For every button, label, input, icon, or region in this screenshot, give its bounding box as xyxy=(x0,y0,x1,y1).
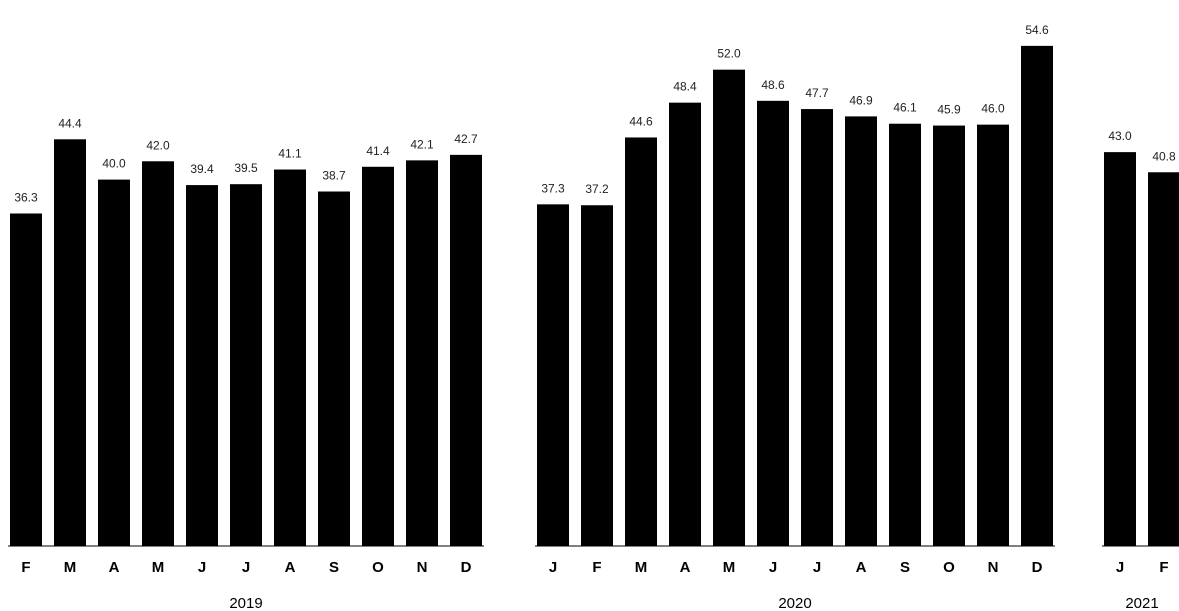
month-tick-2021-2: F xyxy=(1159,559,1168,576)
month-tick-2021-1: J xyxy=(1116,559,1124,576)
month-tick-2019-5: J xyxy=(198,559,206,576)
data-label-2020-3: 44.6 xyxy=(629,114,653,128)
bar-2019-9 xyxy=(362,166,394,546)
data-label-2020-12: 54.6 xyxy=(1025,23,1049,37)
bar-2021-2 xyxy=(1148,172,1179,546)
year-label-2021: 2021 xyxy=(1125,595,1158,611)
bar-2019-11 xyxy=(450,154,482,547)
data-label-2021-1: 43.0 xyxy=(1108,129,1132,143)
bar-2020-4 xyxy=(669,102,701,546)
year-label-2020: 2020 xyxy=(778,595,811,611)
data-label-2020-9: 46.1 xyxy=(893,101,917,115)
month-tick-2020-7: J xyxy=(813,559,821,576)
month-tick-2020-12: D xyxy=(1032,559,1043,576)
month-tick-2019-11: D xyxy=(461,559,472,576)
year-labels: 2019 2020 2021 xyxy=(229,595,1158,611)
data-label-2020-7: 47.7 xyxy=(805,86,829,100)
bar-2020-11 xyxy=(977,124,1009,546)
month-tick-2020-4: A xyxy=(680,559,691,576)
data-label-2021-2: 40.8 xyxy=(1152,149,1176,163)
data-label-2019-3: 40.0 xyxy=(102,157,126,171)
data-label-2020-5: 52.0 xyxy=(717,47,741,61)
data-label-2019-10: 42.1 xyxy=(410,137,434,151)
data-label-2019-5: 39.4 xyxy=(190,162,214,176)
bar-2019-4 xyxy=(142,161,174,546)
bar-2019-7 xyxy=(274,169,306,547)
data-label-2019-8: 38.7 xyxy=(322,169,346,183)
data-label-2020-10: 45.9 xyxy=(937,103,961,117)
month-tick-2019-4: M xyxy=(152,559,165,576)
data-label-2019-9: 41.4 xyxy=(366,144,390,158)
bar-2019-5 xyxy=(186,185,218,546)
month-tick-2020-9: S xyxy=(900,559,910,576)
month-tick-2019-2: M xyxy=(64,559,77,576)
data-label-2020-8: 46.9 xyxy=(849,93,873,107)
month-tick-2020-8: A xyxy=(856,559,867,576)
data-label-2019-11: 42.7 xyxy=(454,132,478,146)
bar-2019-10 xyxy=(406,160,438,546)
data-label-2019-4: 42.0 xyxy=(146,138,170,152)
month-tick-2019-7: A xyxy=(285,559,296,576)
data-label-2020-2: 37.2 xyxy=(585,182,609,196)
data-label-2019-6: 39.5 xyxy=(234,161,258,175)
bar-2020-5 xyxy=(713,69,745,547)
bar-2019-8 xyxy=(318,191,350,546)
bar-2019-2 xyxy=(54,139,86,546)
bar-2020-2 xyxy=(581,205,613,547)
bar-2019-3 xyxy=(98,179,130,546)
bar-2020-10 xyxy=(933,125,965,546)
bar-2020-7 xyxy=(801,109,833,547)
month-tick-2020-3: M xyxy=(635,559,648,576)
data-label-2019-1: 36.3 xyxy=(14,190,38,204)
month-tick-2020-6: J xyxy=(769,559,777,576)
value-labels: 36.3 44.4 40.0 42.0 39.4 39.5 41.1 38.7 41.4 42.1… xyxy=(14,23,1176,205)
month-tick-2019-1: F xyxy=(21,559,30,576)
bar-2020-3 xyxy=(625,137,657,547)
bar-2019-6 xyxy=(230,184,262,546)
bars xyxy=(10,45,1179,547)
bar-2020-9 xyxy=(889,123,921,546)
month-tick-2019-3: A xyxy=(109,559,120,576)
bar-2020-12 xyxy=(1021,45,1053,546)
bar-2021-1 xyxy=(1104,152,1136,546)
month-tick-2020-5: M xyxy=(723,559,736,576)
bar-2020-1 xyxy=(537,204,569,546)
data-label-2020-4: 48.4 xyxy=(673,80,697,94)
bar-2020-8 xyxy=(845,116,877,547)
data-label-2020-1: 37.3 xyxy=(541,181,565,195)
data-label-2019-2: 44.4 xyxy=(58,116,82,130)
month-tick-2019-10: N xyxy=(417,559,428,576)
year-label-2019: 2019 xyxy=(229,595,262,611)
month-tick-2020-1: J xyxy=(549,559,557,576)
data-label-2020-6: 48.6 xyxy=(761,78,785,92)
month-tick-2019-6: J xyxy=(242,559,250,576)
month-tick-2019-9: O xyxy=(372,559,384,576)
bar-2019-1 xyxy=(10,213,42,546)
month-tick-2020-10: O xyxy=(943,559,955,576)
month-tick-2020-11: N xyxy=(988,559,999,576)
month-tick-2019-8: S xyxy=(329,559,339,576)
month-tick-2020-2: F xyxy=(592,559,601,576)
data-label-2019-7: 41.1 xyxy=(278,147,302,161)
bar-2020-6 xyxy=(757,100,789,546)
data-label-2020-11: 46.0 xyxy=(981,102,1005,116)
